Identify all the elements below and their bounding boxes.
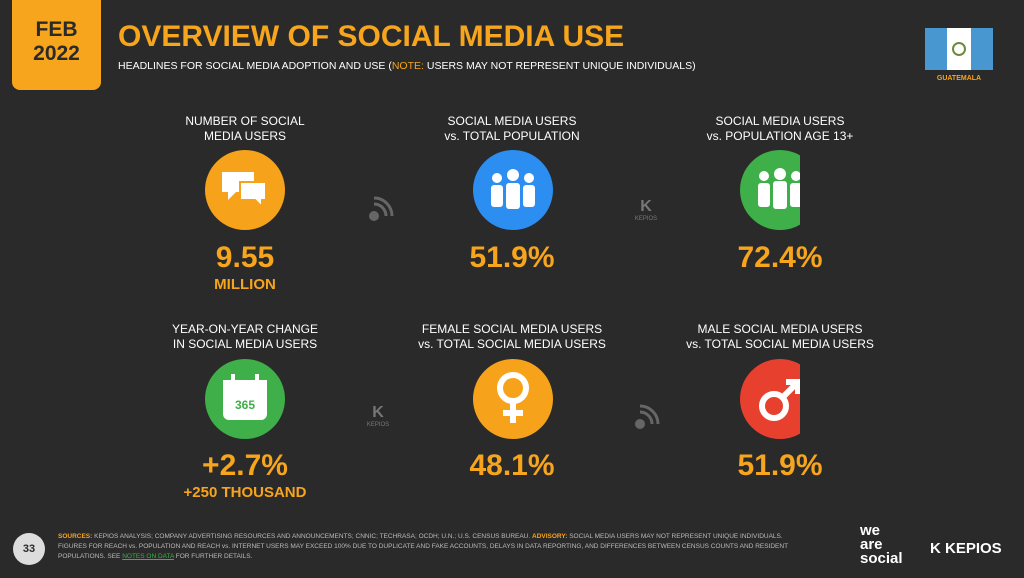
stat-label: vs. TOTAL SOCIAL MEDIA USERS bbox=[686, 337, 874, 351]
stat-label: vs. TOTAL SOCIAL MEDIA USERS bbox=[418, 337, 606, 351]
date-month: FEB bbox=[35, 18, 78, 41]
stat-value: 9.55 bbox=[215, 241, 275, 274]
kepios-watermark: K KEPIOS bbox=[366, 404, 390, 428]
stat-label: YEAR-ON-YEAR CHANGE bbox=[171, 322, 319, 336]
stat-label: MALE SOCIAL MEDIA USERS bbox=[697, 322, 863, 336]
decor-icon bbox=[369, 196, 394, 221]
decor-icon bbox=[635, 404, 660, 429]
stat-value: 51.9% bbox=[737, 449, 823, 482]
title: OVERVIEW OF SOCIAL MEDIA USE bbox=[118, 20, 625, 53]
stat-label: SOCIAL MEDIA USERS bbox=[447, 114, 577, 128]
subtitle: HEADLINES FOR SOCIAL MEDIA ADOPTION AND … bbox=[118, 60, 696, 72]
stat-value: 48.1% bbox=[469, 449, 555, 482]
calendar-text: 365 bbox=[235, 398, 255, 412]
stat-label: NUMBER OF SOCIAL bbox=[185, 114, 305, 128]
stat-value: 72.4% bbox=[737, 241, 823, 274]
logo-text: are bbox=[860, 536, 883, 553]
stat-value: 51.9% bbox=[469, 241, 555, 274]
logo-text: social bbox=[860, 550, 903, 567]
subtitle-text: USERS MAY NOT REPRESENT UNIQUE INDIVIDUA… bbox=[423, 60, 696, 72]
stat-label: vs. TOTAL POPULATION bbox=[444, 129, 580, 143]
logo-text: KEPIOS bbox=[945, 540, 1002, 557]
stat-label: IN SOCIAL MEDIA USERS bbox=[172, 337, 318, 351]
country-label: GUATEMALA bbox=[936, 75, 982, 82]
logo-text: we bbox=[860, 522, 881, 539]
date-year: 2022 bbox=[33, 42, 80, 65]
note-label: NOTE: bbox=[391, 60, 424, 72]
we-are-social-logo: we are social bbox=[860, 522, 903, 567]
subtitle-text: HEADLINES FOR SOCIAL MEDIA ADOPTION AND … bbox=[118, 60, 392, 72]
stat-sub: MILLION bbox=[214, 276, 276, 293]
notes-link[interactable]: NOTES ON DATA bbox=[122, 553, 174, 560]
advisory-label: ADVISORY: bbox=[532, 533, 568, 540]
stat-label: MEDIA USERS bbox=[203, 129, 287, 143]
stat-sub: +250 THOUSAND bbox=[183, 484, 307, 501]
footer-text: SOURCES: KEPIOS ANALYSIS; COMPANY ADVERT… bbox=[58, 532, 798, 562]
kepios-watermark: K KEPIOS bbox=[634, 198, 658, 222]
sources-text: KEPIOS ANALYSIS; COMPANY ADVERTISING RES… bbox=[92, 533, 532, 540]
stat-label: FEMALE SOCIAL MEDIA USERS bbox=[421, 322, 603, 336]
page-number: 33 bbox=[13, 533, 45, 565]
kepios-logo: K KEPIOS bbox=[930, 540, 1002, 557]
footer-text: FOR FURTHER DETAILS. bbox=[173, 553, 253, 560]
stat-value: +2.7% bbox=[202, 449, 288, 482]
advisory-text: SOCIAL MEDIA USERS MAY NOT REPRESENT UNI… bbox=[58, 533, 790, 560]
icons: 365 bbox=[205, 150, 800, 439]
date-badge: FEB 2022 bbox=[12, 0, 101, 90]
watermark-text: KEPIOS bbox=[634, 216, 658, 222]
flag bbox=[925, 28, 993, 70]
stat-label: SOCIAL MEDIA USERS bbox=[715, 114, 845, 128]
sources-label: SOURCES: bbox=[58, 533, 93, 540]
watermark-text: KEPIOS bbox=[366, 422, 390, 428]
stat-label: vs. POPULATION AGE 13+ bbox=[706, 129, 854, 143]
